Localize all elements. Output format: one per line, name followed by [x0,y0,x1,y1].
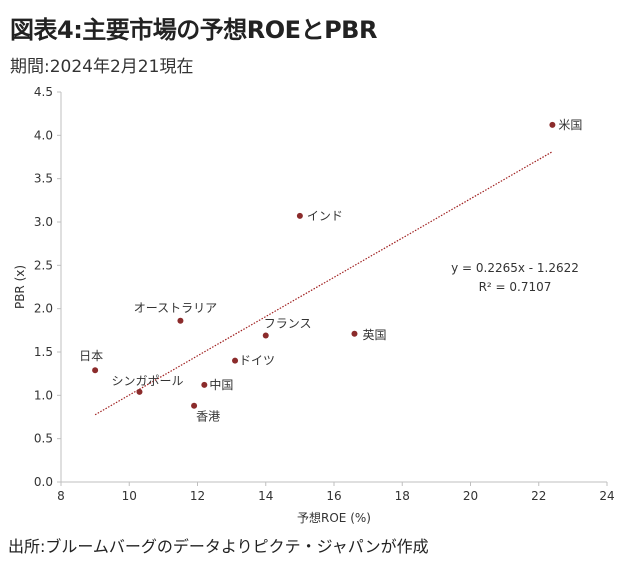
x-tick-label: 24 [599,489,614,503]
data-point-label: フランス [264,317,312,331]
data-point-label: 中国 [209,377,233,392]
source-note: 出所:ブルームバーグのデータよりピクテ・ジャパンが作成 [8,537,429,556]
data-point [136,388,143,395]
data-point [232,357,239,364]
data-point [262,332,269,339]
x-tick-label: 18 [395,489,410,503]
y-tick-label: 2.0 [34,302,53,316]
y-tick-label: 2.5 [34,258,53,272]
y-tick-label: 0.0 [34,475,53,489]
x-tick-label: 14 [258,489,273,503]
x-axis-label: 予想ROE (%) [297,510,371,525]
trendline-r-squared: R² = 0.7107 [479,280,552,294]
y-tick-label: 4.5 [34,85,53,99]
y-tick-label: 0.5 [34,432,53,446]
chart-ticks: 8 10 12 14 16 18 20 22 24 0.0 0.5 1.0 1.5 2.0 2.5 3.0 3.… [34,85,615,503]
trendline-equation: y = 0.2265x - 1.2622 [451,261,579,275]
x-tick-label: 8 [57,489,65,503]
y-tick-label: 3.5 [34,172,53,186]
data-point-label: 英国 [362,328,386,342]
data-point-label: ドイツ [239,354,275,368]
data-point-label: シンガポール [111,374,183,388]
x-tick-label: 22 [531,489,546,503]
x-tick-label: 16 [326,489,341,503]
data-point [351,330,358,337]
page-subtitle: 期間:2024年2月21現在 [10,57,194,77]
page-title: 図表4:主要市場の予想ROEとPBR [10,16,377,44]
x-tick-label: 10 [122,489,137,503]
data-point-label: インド [307,209,343,223]
data-point [92,367,99,374]
y-tick-label: 4.0 [34,128,53,142]
data-point [549,121,556,128]
data-point [296,212,303,219]
data-point [177,317,184,324]
y-axis-label: PBR (x) [13,265,27,309]
data-point-label: 日本 [79,349,103,363]
y-tick-label: 1.0 [34,388,53,402]
data-point-label: 米国 [558,118,582,132]
y-tick-label: 3.0 [34,215,53,229]
x-tick-label: 20 [463,489,478,503]
data-point-label: 香港 [196,410,220,424]
x-tick-label: 12 [190,489,205,503]
data-point [201,381,208,388]
y-tick-label: 1.5 [34,345,53,359]
data-point-label: オーストラリア [134,301,217,315]
data-point [191,402,198,409]
trendline [94,151,553,416]
